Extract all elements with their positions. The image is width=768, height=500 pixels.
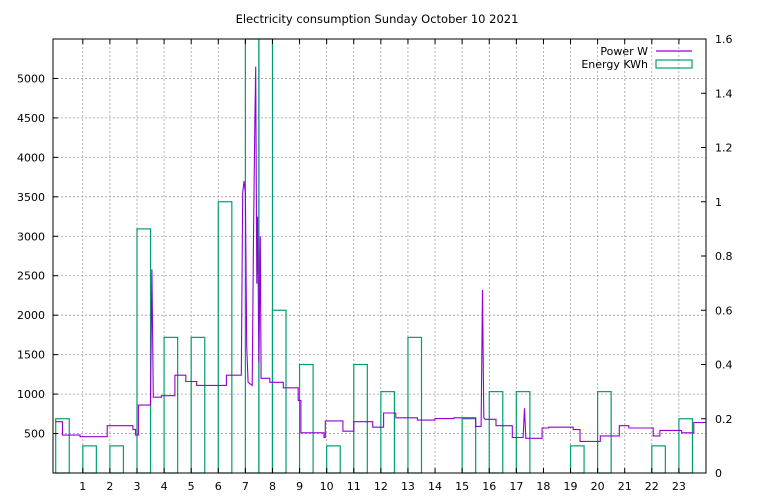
y-right-tick-label: 1.6: [715, 33, 733, 46]
x-tick-label: 14: [428, 480, 442, 493]
power-line-layer: [55, 66, 706, 442]
energy-bar: [461, 418, 477, 474]
y-left-tick-label: 1000: [17, 388, 45, 401]
x-tick-label: 1: [79, 480, 86, 493]
y-left-tick-label: 4000: [17, 151, 45, 164]
x-tick-label: 2: [106, 480, 113, 493]
energy-bar: [163, 336, 179, 474]
legend-swatch-energy: [655, 59, 693, 69]
chart-title: Electricity consumption Sunday October 1…: [236, 12, 519, 26]
x-tick-label: 18: [536, 480, 550, 493]
axes: 1 2 3 4 5 6 7 8 9 10 11 12 13 14 15 16 17 18 19 20 21 22 23500…: [17, 33, 733, 493]
y-left-tick-label: 3500: [17, 191, 45, 204]
x-tick-label: 13: [401, 480, 415, 493]
x-tick-label: 4: [161, 480, 168, 493]
x-tick-label: 23: [672, 480, 686, 493]
x-tick-label: 19: [564, 480, 578, 493]
x-tick-label: 8: [269, 480, 276, 493]
x-tick-label: 17: [509, 480, 523, 493]
energy-bar: [569, 445, 585, 474]
y-left-tick-label: 1500: [17, 349, 45, 362]
power-series-line: [55, 66, 706, 442]
x-tick-label: 10: [320, 480, 334, 493]
x-tick-label: 15: [455, 480, 469, 493]
x-tick-label: 22: [645, 480, 659, 493]
y-right-tick-label: 1: [715, 196, 722, 209]
x-tick-label: 16: [482, 480, 496, 493]
y-right-tick-label: 0.8: [715, 250, 733, 263]
x-tick-label: 21: [618, 480, 632, 493]
y-left-tick-label: 5000: [17, 72, 45, 85]
x-tick-label: 5: [188, 480, 195, 493]
y-right-tick-label: 0.2: [715, 413, 733, 426]
energy-bar: [407, 336, 423, 474]
grid-layer: [53, 39, 706, 473]
energy-bar: [136, 228, 152, 474]
energy-bar: [353, 363, 368, 474]
y-right-tick-label: 1.2: [715, 142, 733, 155]
x-tick-label: 9: [296, 480, 303, 493]
energy-bars: [55, 38, 694, 474]
legend-label-power: Power W: [600, 45, 648, 58]
energy-bar: [190, 336, 206, 474]
legend: Power W Energy KWh: [581, 45, 693, 71]
y-right-tick-label: 0.4: [715, 359, 733, 372]
x-tick-label: 7: [242, 480, 249, 493]
legend-label-energy: Energy KWh: [581, 58, 648, 71]
energy-bar: [380, 391, 396, 474]
y-right-tick-label: 1.4: [715, 87, 733, 100]
x-tick-label: 20: [591, 480, 605, 493]
energy-bar: [597, 391, 612, 474]
y-left-tick-label: 500: [24, 428, 45, 441]
y-left-tick-label: 2500: [17, 270, 45, 283]
y-right-tick-label: 0: [715, 467, 722, 480]
energy-bar: [82, 445, 97, 474]
energy-bar: [217, 201, 233, 474]
energy-bar: [326, 445, 341, 474]
x-tick-label: 12: [374, 480, 388, 493]
energy-bar: [298, 363, 314, 474]
y-left-tick-label: 4500: [17, 112, 45, 125]
energy-bar: [488, 391, 504, 474]
energy-bar: [651, 445, 666, 474]
y-left-tick-label: 3000: [17, 230, 45, 243]
x-tick-label: 6: [215, 480, 222, 493]
y-left-tick-label: 2000: [17, 309, 45, 322]
x-tick-label: 11: [347, 480, 361, 493]
energy-bar: [109, 445, 125, 474]
x-tick-label: 3: [133, 480, 140, 493]
y-right-tick-label: 0.6: [715, 304, 733, 317]
energy-bar: [271, 309, 287, 474]
energy-bar: [678, 418, 694, 474]
